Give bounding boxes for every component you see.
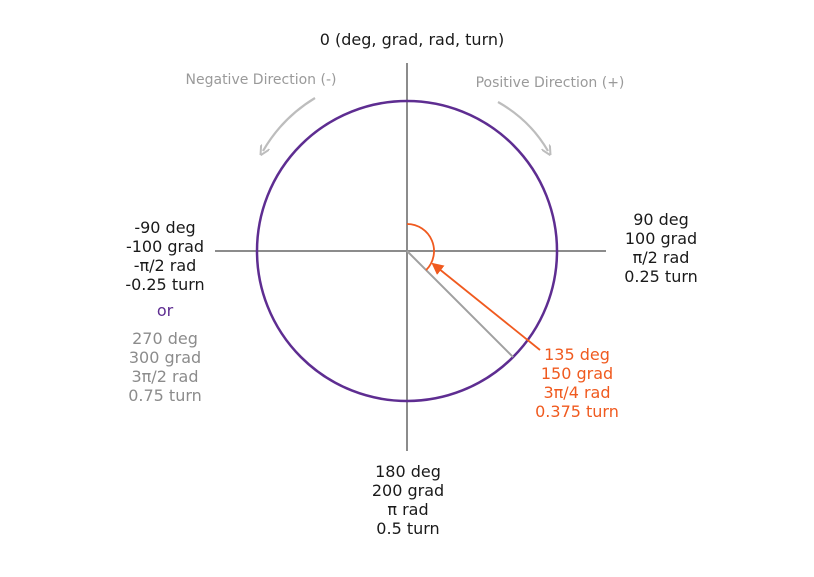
ninety-deg-value: 90 deg <box>633 210 689 229</box>
neg-ninety-rad-value: -π/2 rad <box>133 256 197 275</box>
highlight-deg-value: 135 deg <box>544 345 610 364</box>
angle-radius-line <box>406 250 514 358</box>
one-eighty-grad-value: 200 grad <box>371 481 445 500</box>
two-seventy-degree-label: 270 deg 300 grad 3π/2 rad 0.75 turn <box>110 329 220 405</box>
two-seventy-deg-value: 270 deg <box>132 329 198 348</box>
ninety-turn-value: 0.25 turn <box>624 267 698 286</box>
neg-ninety-grad-value: -100 grad <box>125 237 205 256</box>
negative-direction-label: Negative Direction (-) <box>185 72 337 88</box>
ninety-rad-value: π/2 rad <box>632 248 690 267</box>
or-separator-label: or <box>156 301 174 320</box>
positive-direction-label: Positive Direction (+) <box>475 75 625 91</box>
highlight-angle-label: 135 deg 150 grad 3π/4 rad 0.375 turn <box>522 345 632 421</box>
highlight-rad-value: 3π/4 rad <box>543 383 611 402</box>
highlight-grad-value: 150 grad <box>540 364 614 383</box>
two-seventy-rad-value: 3π/2 rad <box>131 367 199 386</box>
highlight-turn-value: 0.375 turn <box>535 402 619 421</box>
ninety-degree-label: 90 deg 100 grad π/2 rad 0.25 turn <box>606 210 716 286</box>
two-seventy-turn-value: 0.75 turn <box>128 386 202 405</box>
two-seventy-grad-value: 300 grad <box>128 348 202 367</box>
one-eighty-deg-value: 180 deg <box>375 462 441 481</box>
neg-ninety-turn-value: -0.25 turn <box>125 275 205 294</box>
negative-direction-arrow <box>263 97 316 151</box>
unit-circle <box>255 99 559 403</box>
highlight-pointer-arrow <box>431 262 541 351</box>
ninety-grad-value: 100 grad <box>624 229 698 248</box>
zero-angle-label: 0 (deg, grad, rad, turn) <box>319 30 505 49</box>
neg-ninety-deg-value: -90 deg <box>134 218 196 237</box>
one-eighty-rad-value: π rad <box>387 500 429 519</box>
one-eighty-turn-value: 0.5 turn <box>376 519 440 538</box>
one-eighty-degree-label: 180 deg 200 grad π rad 0.5 turn <box>358 462 458 538</box>
negative-ninety-degree-label: -90 deg -100 grad -π/2 rad -0.25 turn <box>110 218 220 294</box>
positive-direction-arrow <box>497 101 548 151</box>
angle-arc <box>406 223 435 271</box>
